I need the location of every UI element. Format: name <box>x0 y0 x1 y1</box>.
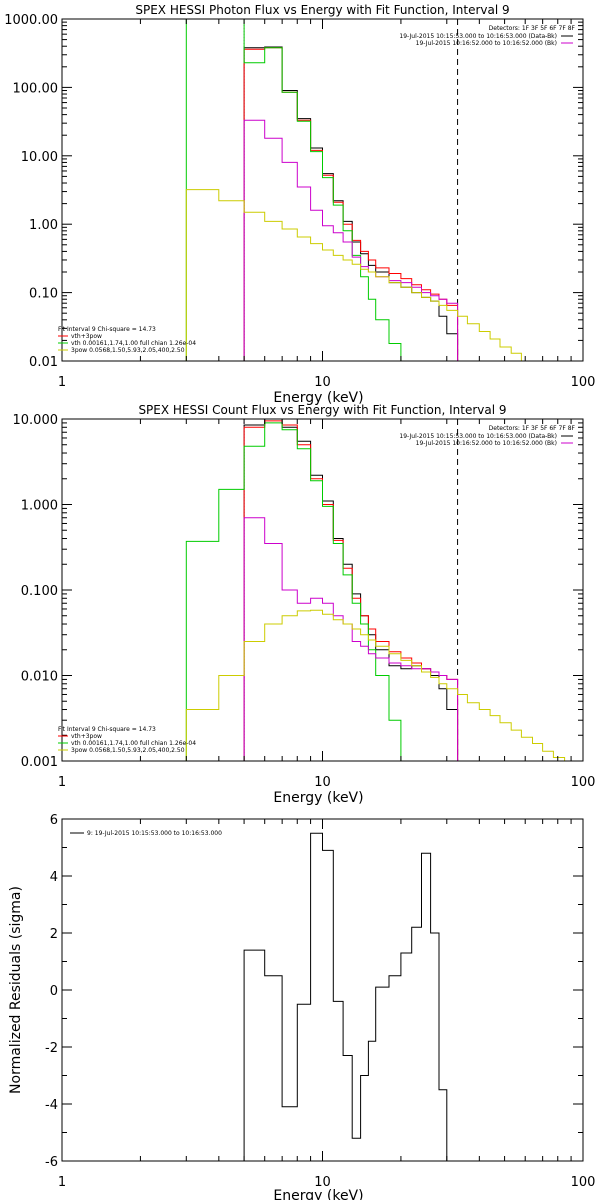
legend-entry-label: 19-Jul-2015 10:16:52.000 to 10:16:52.000… <box>416 40 557 47</box>
x-axis-label: Energy (keV) <box>273 390 363 406</box>
legend-entry-label: 19-Jul-2015 10:16:52.000 to 10:16:52.000… <box>416 440 557 447</box>
legend-header: Detectors: 1F 3F 5F 6F 7F 8F <box>489 25 576 32</box>
legend-entry-label: 9: 19-Jul-2015 10:15:53.000 to 10:16:53.… <box>87 830 222 837</box>
y-tick-label: 100.00 <box>13 81 59 96</box>
y-tick-label: 10.00 <box>21 150 58 165</box>
legend-entry-label: 3pow 0.0568,1.50,5.93,2.05,400,2.50 <box>71 747 185 754</box>
plot-frame <box>61 18 584 362</box>
series-line-2 <box>243 47 459 361</box>
y-tick-label: 1000.00 <box>4 13 58 28</box>
y-tick-label: -4 <box>45 1098 58 1113</box>
y-tick-label: 0.10 <box>29 287 58 302</box>
series-group <box>243 832 459 1161</box>
x-tick-label: 100 <box>571 775 596 790</box>
y-tick-label: 0.01 <box>29 355 58 370</box>
y-tick-label: 2 <box>50 927 58 942</box>
x-tick-label: 10 <box>314 1175 331 1190</box>
legend-entry-label: 19-Jul-2015 10:15:53.000 to 10:16:53.000… <box>399 433 557 440</box>
legend-entry-label: vth+3pow <box>71 733 102 740</box>
series-line-3 <box>185 19 402 361</box>
y-tick-label: 10.000 <box>13 413 59 428</box>
y-tick-label: 4 <box>50 870 58 885</box>
legend-top-left: 9: 19-Jul-2015 10:15:53.000 to 10:16:53.… <box>70 830 222 837</box>
y-tick-label: 1.00 <box>29 218 58 233</box>
chart-panel-2: SPEX HESSI Count Flux vs Energy with Fit… <box>13 403 596 806</box>
series-line-1 <box>243 46 459 361</box>
chart-panel-1: SPEX HESSI Photon Flux vs Energy with Fi… <box>4 3 596 406</box>
plot-frame <box>61 418 584 762</box>
y-tick-label: 0.100 <box>21 584 58 599</box>
x-tick-label: 1 <box>58 375 66 390</box>
y-tick-label: -2 <box>45 1041 58 1056</box>
legend-entry-label: vth 0.00161,1.74,1.00 full chian 1.26e-0… <box>71 740 196 747</box>
legend-entry-label: 3pow 0.0568,1.50,5.93,2.05,400,2.50 <box>71 347 185 354</box>
x-tick-label: 10 <box>314 375 331 390</box>
series-line-1 <box>243 419 459 761</box>
y-tick-label: 6 <box>50 813 58 828</box>
y-tick-label: 0.010 <box>21 670 58 685</box>
series-line-2 <box>243 420 459 761</box>
series-line-5 <box>185 609 583 761</box>
series-group <box>185 19 533 361</box>
legend-bottom-left: Fit Interval 9 Chi-square = 14.73vth+3po… <box>58 326 196 354</box>
series-line-1 <box>243 832 459 1161</box>
legend-header: Fit Interval 9 Chi-square = 14.73 <box>58 726 156 733</box>
legend-bottom-left: Fit Interval 9 Chi-square = 14.73vth+3po… <box>58 726 196 754</box>
legend-header: Fit Interval 9 Chi-square = 14.73 <box>58 326 156 333</box>
series-line-5 <box>185 189 533 361</box>
x-tick-label: 1 <box>58 1175 66 1190</box>
series-line-4 <box>243 119 459 361</box>
legend-entry-label: vth+3pow <box>71 333 102 340</box>
y-tick-label: 0.001 <box>21 755 58 770</box>
series-group <box>185 419 583 761</box>
chart-title: SPEX HESSI Count Flux vs Energy with Fit… <box>138 403 506 417</box>
chart-panel-3: 1 10 100 -6 -4 -2 0 2 4 6 Energy (keV) Normalized R… <box>8 813 595 1200</box>
x-tick-label: 1 <box>58 775 66 790</box>
x-tick-label: 100 <box>571 375 596 390</box>
y-axis-label: Normalized Residuals (sigma) <box>8 886 24 1094</box>
legend-entry-label: 19-Jul-2015 10:15:53.000 to 10:16:53.000… <box>399 33 557 40</box>
legend-top-right: Detectors: 1F 3F 5F 6F 7F 8F19-Jul-2015 … <box>399 25 575 47</box>
y-tick-label: 1.000 <box>21 499 58 514</box>
plot-frame <box>61 818 584 1162</box>
series-line-4 <box>243 517 459 761</box>
chart-title: SPEX HESSI Photon Flux vs Energy with Fi… <box>135 3 509 17</box>
legend-entry-label: vth 0.00161,1.74,1.00 full chian 1.26e-0… <box>71 340 196 347</box>
y-tick-label: 0 <box>50 984 58 999</box>
legend-top-right: Detectors: 1F 3F 5F 6F 7F 8F19-Jul-2015 … <box>399 425 575 447</box>
x-axis-label: Energy (keV) <box>273 790 363 806</box>
x-tick-label: 100 <box>571 1175 596 1190</box>
series-line-3 <box>185 422 407 761</box>
x-axis-label: Energy (keV) <box>273 1188 363 1200</box>
legend-header: Detectors: 1F 3F 5F 6F 7F 8F <box>489 425 576 432</box>
x-tick-label: 10 <box>314 775 331 790</box>
y-tick-label: -6 <box>45 1155 58 1170</box>
